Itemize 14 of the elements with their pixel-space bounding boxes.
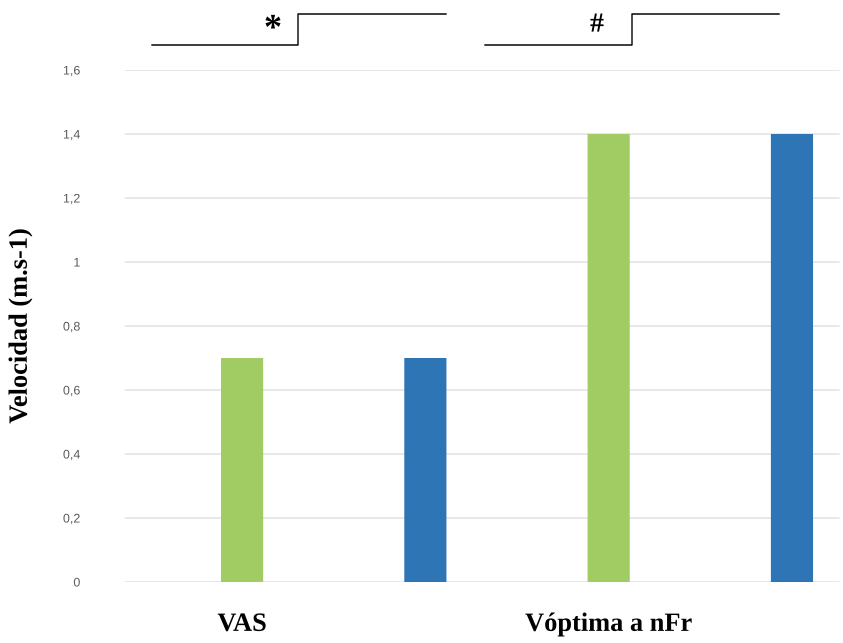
y-tick-label: 1,4 <box>64 130 80 140</box>
y-tick-label: 0,8 <box>63 322 80 332</box>
y-tick-label: 0 <box>74 578 80 587</box>
y-axis-title: Velocidad (m.s-1) <box>8 229 32 424</box>
x-tick-label: VAS <box>218 613 266 632</box>
x-tick-label: Vóptima a nFr <box>525 612 692 636</box>
y-tick-label: 1,2 <box>64 194 80 204</box>
y-tick-label: 1,6 <box>64 66 80 76</box>
text: # <box>590 13 604 32</box>
y-tick-label: 0,6 <box>63 386 80 396</box>
y-tick-label: 1 <box>74 258 80 267</box>
y-tick-label: 0,4 <box>63 450 80 460</box>
y-tick-label: 0,2 <box>63 514 80 524</box>
text: * <box>265 14 281 28</box>
